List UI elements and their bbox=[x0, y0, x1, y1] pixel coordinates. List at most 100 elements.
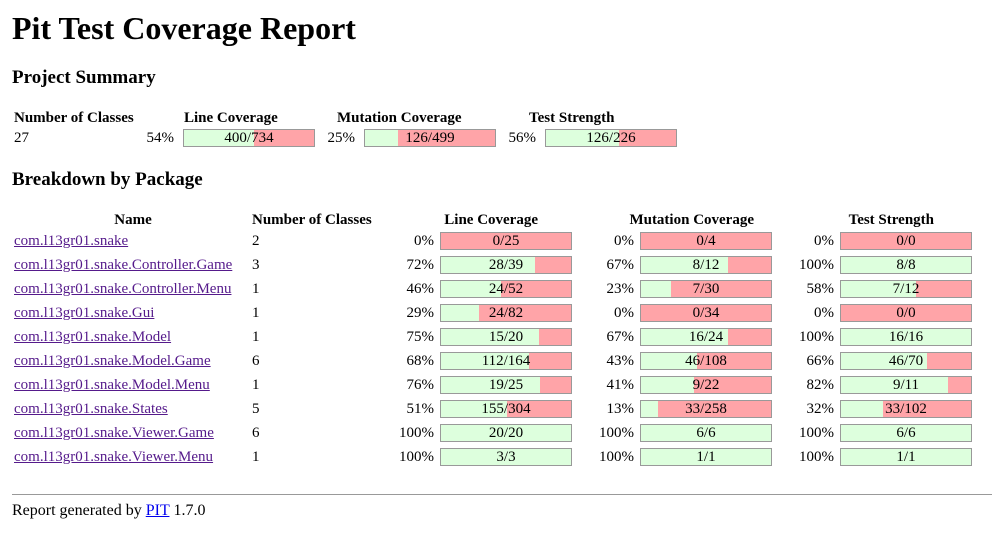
test-strength-pct: 66% bbox=[806, 352, 835, 369]
footer-divider bbox=[12, 494, 992, 495]
mutation-coverage-bar-covered bbox=[641, 257, 729, 273]
header-name: Name bbox=[114, 212, 152, 228]
test-strength-bar: 33/102 bbox=[840, 400, 972, 418]
line-coverage-bar-covered bbox=[441, 425, 571, 441]
mutation-coverage-bar-covered bbox=[641, 329, 729, 345]
summary-mutation-bar: 126/499 bbox=[364, 129, 496, 147]
package-row: com.l13gr01.snake.Controller.Menu 1 46% 2… bbox=[14, 277, 978, 301]
breakdown-heading: Breakdown by Package bbox=[12, 169, 203, 190]
header-line: Line Coverage bbox=[444, 212, 538, 228]
mutation-coverage-label: 1/1 bbox=[696, 449, 716, 465]
package-link[interactable]: com.l13gr01.snake.Model bbox=[14, 328, 172, 345]
package-classes: 1 bbox=[252, 448, 260, 465]
mutation-coverage-bar: 6/6 bbox=[640, 424, 772, 442]
package-row: com.l13gr01.snake.Viewer.Menu 1 100% 3/3 … bbox=[14, 445, 978, 469]
summary-classes: 27 bbox=[14, 129, 29, 146]
package-row: com.l13gr01.snake.Model 1 75% 15/20 67% 1… bbox=[14, 325, 978, 349]
footer-prefix: Report generated by bbox=[12, 502, 146, 519]
test-strength-bar: 7/12 bbox=[840, 280, 972, 298]
package-row: com.l13gr01.snake.States 5 51% 155/304 13… bbox=[14, 397, 978, 421]
line-coverage-pct: 100% bbox=[399, 424, 434, 441]
test-strength-bar-covered bbox=[841, 377, 948, 393]
test-strength-pct: 0% bbox=[814, 232, 834, 249]
test-strength-pct: 100% bbox=[799, 256, 834, 273]
mutation-coverage-bar: 33/258 bbox=[640, 400, 772, 418]
line-coverage-bar: 3/3 bbox=[440, 448, 572, 466]
line-coverage-bar: 19/25 bbox=[440, 376, 572, 394]
package-link[interactable]: com.l13gr01.snake.Gui bbox=[14, 304, 155, 321]
test-strength-pct: 0% bbox=[814, 304, 834, 321]
line-coverage-pct: 0% bbox=[414, 232, 434, 249]
line-coverage-label: 20/20 bbox=[488, 425, 524, 441]
test-strength-bar-covered bbox=[841, 449, 971, 465]
pit-link[interactable]: PIT bbox=[145, 502, 170, 519]
summary-line-bar: 400/734 bbox=[183, 129, 315, 147]
package-link[interactable]: com.l13gr01.snake bbox=[14, 232, 129, 249]
test-strength-pct: 32% bbox=[806, 400, 835, 417]
mutation-coverage-pct: 100% bbox=[599, 448, 634, 465]
line-coverage-pct: 46% bbox=[406, 280, 435, 297]
mutation-coverage-bar: 7/30 bbox=[640, 280, 772, 298]
line-coverage-bar: 155/304 bbox=[440, 400, 572, 418]
test-strength-label: 0/0 bbox=[896, 233, 916, 249]
test-strength-pct: 100% bbox=[799, 448, 834, 465]
mutation-coverage-pct: 0% bbox=[614, 232, 634, 249]
mutation-coverage-label: 0/34 bbox=[692, 305, 720, 321]
mutation-coverage-pct: 41% bbox=[606, 376, 635, 393]
summary-line-pct: 54% bbox=[146, 129, 175, 146]
summary-header-strength: Test Strength bbox=[529, 110, 615, 126]
test-strength-bar: 16/16 bbox=[840, 328, 972, 346]
line-coverage-bar-covered bbox=[441, 377, 540, 393]
summary-strength-bar: 126/226 bbox=[545, 129, 677, 147]
line-coverage-bar-covered bbox=[441, 257, 535, 273]
mutation-coverage-bar: 46/108 bbox=[640, 352, 772, 370]
summary-mutation-bar-covered bbox=[365, 130, 398, 146]
package-classes: 3 bbox=[252, 256, 260, 273]
package-link[interactable]: com.l13gr01.snake.States bbox=[14, 400, 168, 417]
package-classes: 1 bbox=[252, 304, 260, 321]
package-link[interactable]: com.l13gr01.snake.Model.Menu bbox=[14, 376, 210, 393]
test-strength-pct: 58% bbox=[806, 280, 835, 297]
test-strength-pct: 100% bbox=[799, 424, 834, 441]
line-coverage-bar: 28/39 bbox=[440, 256, 572, 274]
line-coverage-bar: 24/52 bbox=[440, 280, 572, 298]
mutation-coverage-label: 9/22 bbox=[692, 377, 720, 393]
package-link[interactable]: com.l13gr01.snake.Controller.Menu bbox=[14, 280, 232, 297]
mutation-coverage-pct: 43% bbox=[606, 352, 635, 369]
test-strength-label: 46/70 bbox=[888, 353, 924, 369]
line-coverage-bar-covered bbox=[441, 449, 571, 465]
page-title: Pit Test Coverage Report bbox=[12, 10, 356, 46]
package-classes: 6 bbox=[252, 352, 260, 369]
package-link[interactable]: com.l13gr01.snake.Viewer.Game bbox=[14, 424, 214, 441]
package-link[interactable]: com.l13gr01.snake.Viewer.Menu bbox=[14, 448, 214, 465]
line-coverage-label: 15/20 bbox=[488, 329, 524, 345]
mutation-coverage-label: 6/6 bbox=[696, 425, 716, 441]
line-coverage-bar-covered bbox=[441, 329, 539, 345]
test-strength-label: 33/102 bbox=[885, 401, 927, 417]
test-strength-bar-covered bbox=[841, 329, 971, 345]
summary-line-bar-covered bbox=[184, 130, 255, 146]
mutation-coverage-bar: 0/34 bbox=[640, 304, 772, 322]
summary-mutation-label: 126/499 bbox=[405, 130, 455, 146]
line-coverage-pct: 100% bbox=[399, 448, 434, 465]
package-link[interactable]: com.l13gr01.snake.Model.Game bbox=[14, 352, 211, 369]
line-coverage-bar: 20/20 bbox=[440, 424, 572, 442]
summary-mutation-pct: 25% bbox=[327, 129, 356, 146]
test-strength-bar: 0/0 bbox=[840, 232, 972, 250]
line-coverage-bar-covered bbox=[441, 353, 530, 369]
test-strength-bar: 8/8 bbox=[840, 256, 972, 274]
header-mutation: Mutation Coverage bbox=[629, 212, 754, 228]
mutation-coverage-bar: 9/22 bbox=[640, 376, 772, 394]
test-strength-bar: 0/0 bbox=[840, 304, 972, 322]
mutation-coverage-bar-covered bbox=[641, 353, 697, 369]
mutation-coverage-pct: 23% bbox=[606, 280, 635, 297]
mutation-coverage-label: 8/12 bbox=[692, 257, 720, 273]
mutation-coverage-bar-covered bbox=[641, 425, 771, 441]
package-row: com.l13gr01.snake.Gui 1 29% 24/82 0% 0/34… bbox=[14, 301, 978, 325]
summary-header-mutation: Mutation Coverage bbox=[337, 110, 462, 126]
header-classes: Number of Classes bbox=[252, 212, 372, 228]
package-link[interactable]: com.l13gr01.snake.Controller.Game bbox=[14, 256, 233, 273]
mutation-coverage-label: 46/108 bbox=[685, 353, 727, 369]
test-strength-label: 7/12 bbox=[892, 281, 920, 297]
package-classes: 1 bbox=[252, 280, 260, 297]
